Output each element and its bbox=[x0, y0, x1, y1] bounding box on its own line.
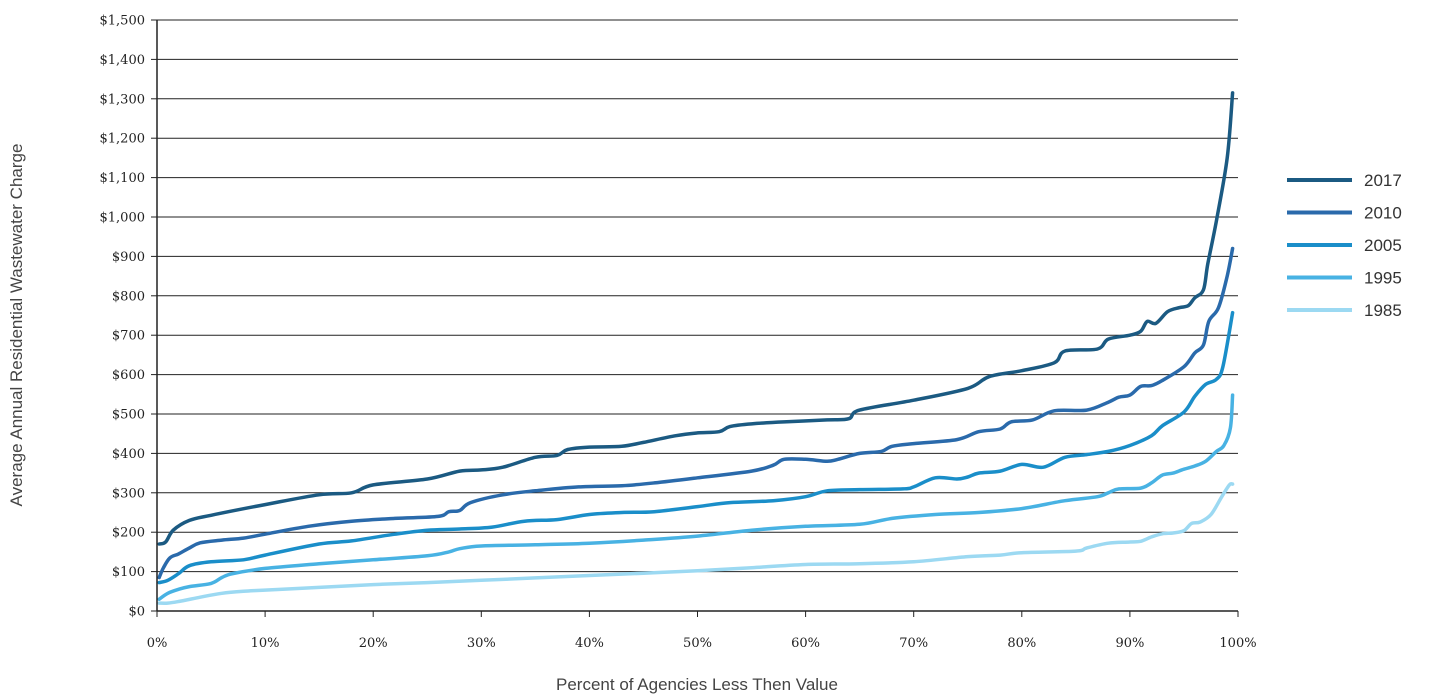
x-axis-title: Percent of Agencies Less Then Value bbox=[556, 675, 838, 694]
legend-label-2017: 2017 bbox=[1364, 171, 1402, 190]
legend-label-1985: 1985 bbox=[1364, 301, 1402, 320]
x-tick-label: 70% bbox=[899, 636, 928, 651]
x-tick-label: 30% bbox=[467, 636, 496, 651]
series-line-2017 bbox=[157, 91, 1235, 546]
y-tick-label: $500 bbox=[112, 408, 145, 423]
y-axis-title: Average Annual Residential Wastewater Ch… bbox=[7, 144, 26, 507]
y-tick-label: $1,400 bbox=[100, 53, 146, 68]
series-line-1995 bbox=[157, 393, 1235, 601]
y-tick-label: $1,200 bbox=[100, 132, 146, 147]
legend: 2017 2010 2005 1995 1985 bbox=[1287, 171, 1402, 320]
y-tick-label: $1,300 bbox=[100, 92, 146, 107]
axis-layer bbox=[156, 20, 1238, 612]
series-line-2005 bbox=[157, 310, 1235, 585]
y-tick-label: $200 bbox=[112, 526, 145, 541]
x-tick-label: 10% bbox=[251, 636, 280, 651]
y-tick-label: $0 bbox=[128, 605, 145, 620]
y-tick-label: $600 bbox=[112, 368, 145, 383]
grid-layer bbox=[157, 19, 1238, 612]
x-tick-label: 100% bbox=[1219, 636, 1256, 651]
x-tick-label: 0% bbox=[147, 636, 168, 651]
x-tick-label: 80% bbox=[1007, 636, 1036, 651]
y-tick-label: $1,500 bbox=[100, 14, 146, 29]
x-tick-label: 60% bbox=[791, 636, 820, 651]
y-tick-label: $300 bbox=[112, 486, 145, 501]
x-tick-label: 50% bbox=[683, 636, 712, 651]
x-tick-label: 20% bbox=[359, 636, 388, 651]
y-tick-label: $100 bbox=[112, 565, 145, 580]
y-tick-label: $1,000 bbox=[100, 211, 146, 226]
series-layer bbox=[157, 91, 1235, 605]
x-tick-label: 40% bbox=[575, 636, 604, 651]
y-tick-label: $800 bbox=[112, 289, 145, 304]
legend-label-2005: 2005 bbox=[1364, 236, 1402, 255]
x-tick-label: 90% bbox=[1115, 636, 1144, 651]
ticks-layer: $0 $100 $200 $300 $400 $500 $600 $700 $800 $900 $1… bbox=[100, 14, 1257, 652]
series-line-1985 bbox=[157, 482, 1235, 605]
y-tick-label: $700 bbox=[112, 329, 145, 344]
y-tick-label: $400 bbox=[112, 447, 145, 462]
y-tick-label: $1,100 bbox=[100, 171, 146, 186]
series-line-2010 bbox=[157, 246, 1235, 580]
legend-label-2010: 2010 bbox=[1364, 204, 1402, 223]
y-tick-label: $900 bbox=[112, 250, 145, 265]
legend-label-1995: 1995 bbox=[1364, 269, 1402, 288]
